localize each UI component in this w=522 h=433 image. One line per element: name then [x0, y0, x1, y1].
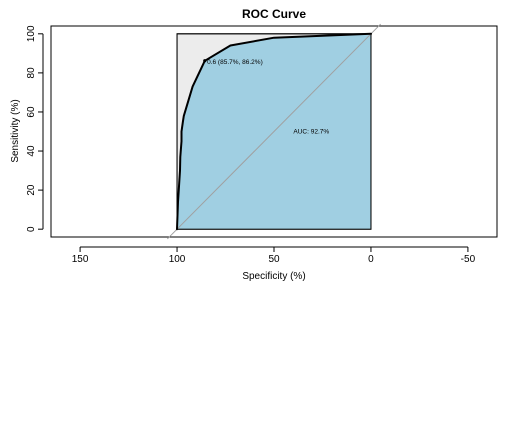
text-layer: ROC Curve Specificity (%) Sensitivity (%…	[10, 7, 476, 282]
plot-frame	[50, 25, 498, 238]
line-layer	[166, 23, 382, 240]
axes-layer	[38, 33, 469, 252]
y-axis-title: Sensitivity (%)	[10, 99, 21, 162]
x-axis-title: Specificity (%)	[242, 271, 305, 282]
roc-curve-line	[176, 32, 372, 231]
x-tick-label: 50	[268, 254, 280, 265]
diagonal-reference-line	[166, 23, 382, 240]
y-tick-label: 100	[26, 25, 37, 42]
y-tick-label: 0	[26, 226, 37, 232]
y-tick-label: 80	[26, 67, 37, 79]
y-tick-label: 20	[26, 184, 37, 196]
x-tick-label: 100	[169, 254, 186, 265]
x-tick-label: 150	[72, 254, 89, 265]
auc-box-outline	[176, 33, 372, 230]
y-tick-label: 60	[26, 106, 37, 118]
y-tick-label: 40	[26, 145, 37, 157]
x-tick-label: 0	[368, 254, 374, 265]
x-tick-label: -50	[461, 254, 476, 265]
annotation-1: AUC: 92.7%	[293, 128, 329, 135]
threshold-point	[203, 59, 207, 63]
annotation-0: 0.6 (85.7%, 86.2%)	[207, 59, 263, 66]
chart-title: ROC Curve	[242, 7, 306, 21]
